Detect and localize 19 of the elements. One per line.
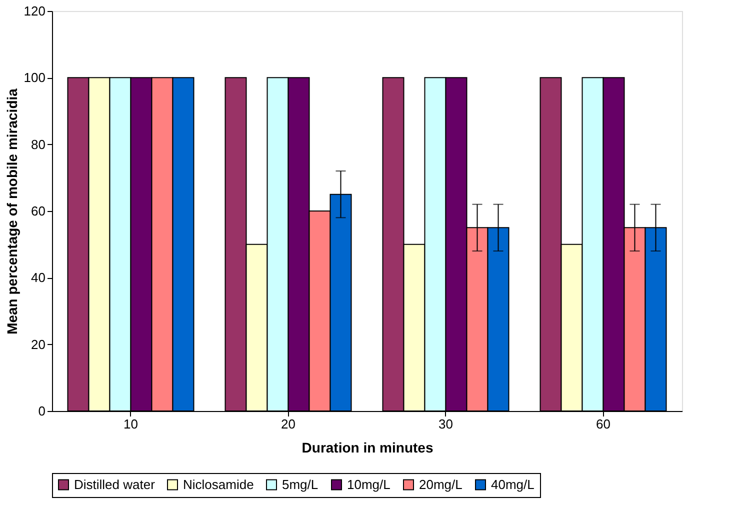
x-axis-title: Duration in minutes [302,440,434,456]
legend-label: Distilled water [74,476,156,492]
x-tick-label: 10 [124,416,138,432]
y-axis-title: Mean percentage of mobile miracidia [4,88,20,334]
legend-label: 40mg/L [491,476,534,492]
legend-label: Niclosamide [183,476,254,492]
x-tick-label: 30 [438,416,453,432]
y-tick-label: 20 [31,336,46,352]
y-tick-label: 100 [24,70,46,86]
y-tick-label: 40 [31,270,46,286]
legend-label: 10mg/L [347,476,390,492]
legend-label: 5mg/L [282,476,318,492]
y-tick-label: 120 [24,4,46,18]
legend-label: 20mg/L [419,476,462,492]
x-tick-label: 60 [596,416,610,432]
y-tick-label: 60 [31,204,46,218]
y-tick-label: 0 [38,404,46,418]
x-tick-label: 20 [281,416,296,432]
y-tick-label: 80 [31,136,46,152]
